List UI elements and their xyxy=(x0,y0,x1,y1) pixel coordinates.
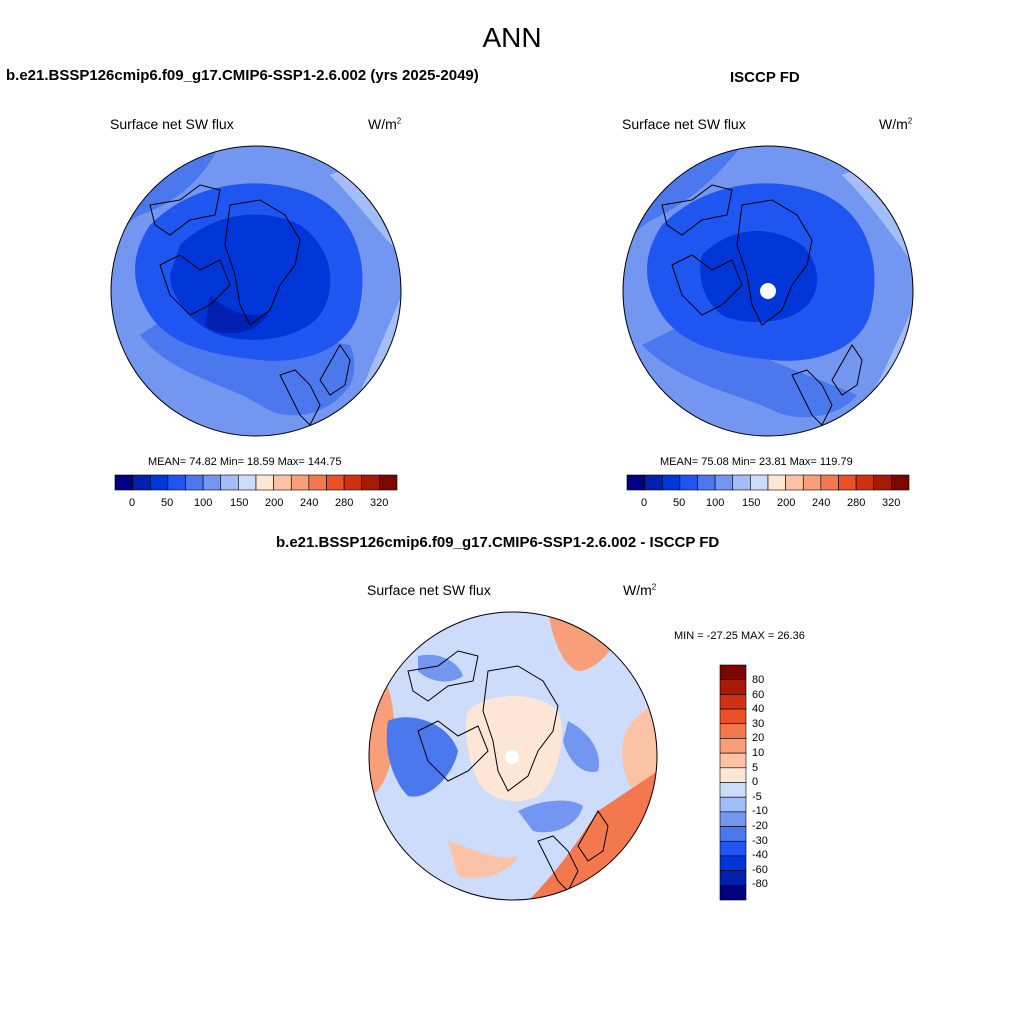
panel2-polar-map xyxy=(622,145,914,437)
colorbar-swatch xyxy=(719,664,747,680)
colorbar-tick: 30 xyxy=(752,718,765,730)
colorbar-swatch xyxy=(273,474,292,491)
colorbar-tick: -80 xyxy=(752,878,768,890)
colorbar-swatch xyxy=(719,870,747,886)
panel2-stats: MEAN= 75.08 Min= 23.81 Max= 119.79 xyxy=(660,456,853,468)
colorbar-swatch xyxy=(719,885,747,901)
panel2-colorbar xyxy=(626,474,910,491)
colorbar-tick: -60 xyxy=(752,864,768,876)
colorbar-swatch xyxy=(661,474,681,491)
colorbar-swatch xyxy=(202,474,222,491)
colorbar-swatch xyxy=(290,474,310,491)
colorbar-tick: 280 xyxy=(335,497,354,509)
colorbar-swatch xyxy=(719,694,747,710)
colorbar-swatch xyxy=(719,752,747,769)
colorbar-tick: -10 xyxy=(752,805,768,817)
colorbar-swatch xyxy=(626,474,645,491)
colorbar-tick: 0 xyxy=(752,776,759,788)
panel1-stats: MEAN= 74.82 Min= 18.59 Max= 144.75 xyxy=(148,456,342,468)
colorbar-swatch xyxy=(873,474,892,491)
colorbar-swatch xyxy=(343,474,363,491)
colorbar-swatch xyxy=(732,474,751,491)
colorbar-swatch xyxy=(719,811,747,827)
colorbar-swatch xyxy=(644,474,663,491)
colorbar-tick: 200 xyxy=(777,497,796,509)
colorbar-swatch xyxy=(719,767,747,783)
panel2-title: ISCCP FD xyxy=(730,69,800,86)
colorbar-swatch xyxy=(379,474,398,491)
colorbar-tick: 50 xyxy=(161,497,174,509)
panel3-stats: MIN = -27.25 MAX = 26.36 xyxy=(674,630,805,642)
colorbar-tick: 200 xyxy=(265,497,284,509)
panel3-field-label: Surface net SW flux xyxy=(367,582,491,598)
colorbar-swatch xyxy=(750,474,769,491)
colorbar-swatch xyxy=(714,474,734,491)
colorbar-swatch xyxy=(820,474,839,491)
panel2-field-label: Surface net SW flux xyxy=(622,116,746,132)
colorbar-tick: 320 xyxy=(882,497,901,509)
colorbar-swatch xyxy=(132,474,151,491)
colorbar-tick: 80 xyxy=(752,674,765,686)
colorbar-swatch xyxy=(719,782,747,798)
colorbar-swatch xyxy=(719,679,747,695)
colorbar-swatch xyxy=(220,474,239,491)
colorbar-tick: 150 xyxy=(230,497,249,509)
colorbar-swatch xyxy=(238,474,257,491)
colorbar-swatch xyxy=(308,474,327,491)
colorbar-swatch xyxy=(719,738,747,754)
colorbar-swatch xyxy=(719,826,747,842)
colorbar-swatch xyxy=(361,474,380,491)
colorbar-swatch xyxy=(719,708,747,725)
colorbar-tick: 40 xyxy=(752,703,765,715)
colorbar-tick: 50 xyxy=(673,497,686,509)
colorbar-swatch xyxy=(719,796,747,813)
panel2-units: W/m2 xyxy=(879,116,913,132)
colorbar-swatch xyxy=(149,474,169,491)
colorbar-swatch xyxy=(891,474,910,491)
colorbar-swatch xyxy=(114,474,133,491)
panel3-colorbar xyxy=(719,664,747,901)
colorbar-tick: 60 xyxy=(752,689,765,701)
panel3-polar-map xyxy=(368,611,658,901)
colorbar-swatch xyxy=(785,474,804,491)
colorbar-swatch xyxy=(167,474,186,491)
colorbar-swatch xyxy=(719,840,747,857)
panel1-polar-map xyxy=(110,145,402,437)
colorbar-tick: 150 xyxy=(742,497,761,509)
colorbar-swatch xyxy=(326,474,345,491)
colorbar-tick: 0 xyxy=(129,497,136,509)
colorbar-tick: -5 xyxy=(752,791,762,803)
colorbar-swatch xyxy=(767,474,786,491)
colorbar-tick: 5 xyxy=(752,762,759,774)
colorbar-tick: -30 xyxy=(752,835,768,847)
colorbar-swatch xyxy=(255,474,274,491)
panel1-field-label: Surface net SW flux xyxy=(110,116,234,132)
panel1-title: b.e21.BSSP126cmip6.f09_g17.CMIP6-SSP1-2.… xyxy=(6,67,479,84)
colorbar-swatch xyxy=(185,474,204,491)
season-title: ANN xyxy=(482,22,542,53)
panel1-colorbar xyxy=(114,474,398,491)
colorbar-swatch xyxy=(802,474,822,491)
panel1-units: W/m2 xyxy=(368,116,402,132)
colorbar-tick: 240 xyxy=(300,497,319,509)
colorbar-tick: 10 xyxy=(752,747,765,759)
colorbar-swatch xyxy=(855,474,875,491)
colorbar-tick: -20 xyxy=(752,820,768,832)
panel3-title: b.e21.BSSP126cmip6.f09_g17.CMIP6-SSP1-2.… xyxy=(276,534,720,551)
colorbar-swatch xyxy=(719,855,747,871)
colorbar-swatch xyxy=(719,723,747,739)
colorbar-tick: 280 xyxy=(847,497,866,509)
colorbar-tick: 100 xyxy=(706,497,725,509)
panel3-units: W/m2 xyxy=(623,582,657,598)
colorbar-tick: 240 xyxy=(812,497,831,509)
colorbar-swatch xyxy=(838,474,857,491)
colorbar-tick: -40 xyxy=(752,849,768,861)
colorbar-swatch xyxy=(679,474,698,491)
colorbar-tick: 320 xyxy=(370,497,389,509)
colorbar-swatch xyxy=(697,474,716,491)
colorbar-tick: 100 xyxy=(194,497,213,509)
colorbar-tick: 20 xyxy=(752,732,765,744)
colorbar-tick: 0 xyxy=(641,497,648,509)
